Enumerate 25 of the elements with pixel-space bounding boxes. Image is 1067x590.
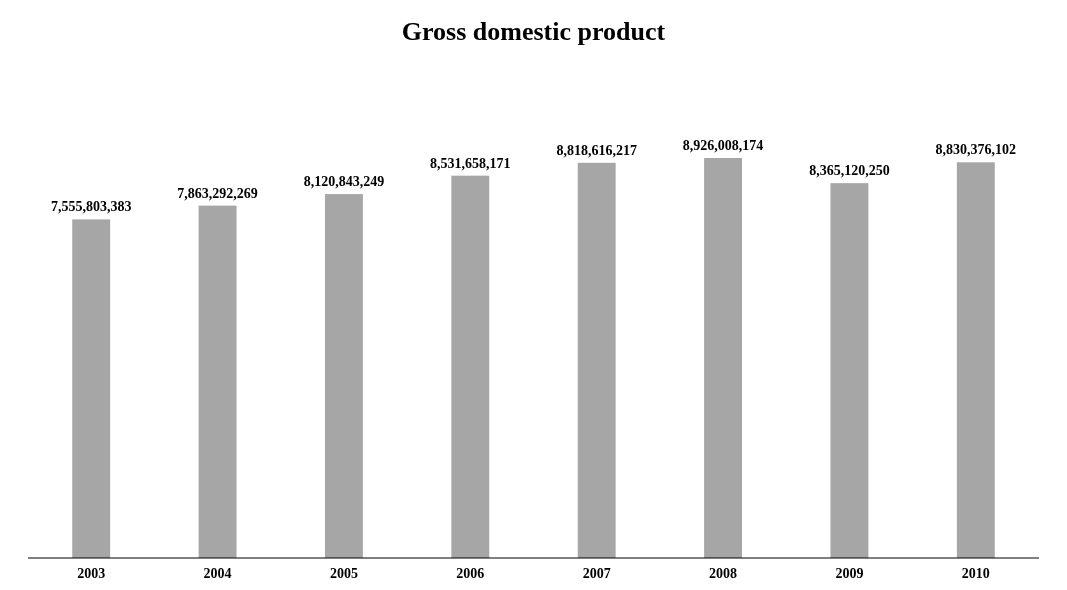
data-label: 8,926,008,174 (682, 138, 764, 153)
data-label: 7,555,803,383 (50, 199, 132, 215)
bar (704, 158, 743, 558)
x-tick-label: 2003 (77, 566, 106, 581)
x-tick-label: 2007 (582, 566, 611, 581)
data-label: 8,531,658,171 (430, 155, 511, 171)
x-tick-label: 2010 (961, 566, 990, 581)
bar (198, 205, 237, 558)
data-label: 8,830,376,102 (935, 142, 1017, 158)
data-label: 8,365,120,250 (809, 163, 890, 179)
bar (451, 175, 490, 558)
x-tick-label: 2004 (203, 566, 232, 581)
bar (830, 183, 869, 558)
chart-title: Gross domestic product (401, 17, 666, 46)
x-tick-label: 2005 (329, 566, 358, 581)
x-tick-label: 2008 (709, 566, 738, 581)
bar (577, 162, 616, 558)
bar (72, 219, 111, 558)
data-label: 7,863,292,269 (177, 185, 258, 201)
x-tick-label: 2006 (456, 566, 485, 581)
data-label: 8,120,843,249 (303, 174, 385, 190)
x-tick-label: 2009 (835, 566, 864, 581)
bar (324, 194, 363, 558)
bar (956, 162, 995, 558)
data-label: 8,818,616,217 (556, 142, 637, 158)
